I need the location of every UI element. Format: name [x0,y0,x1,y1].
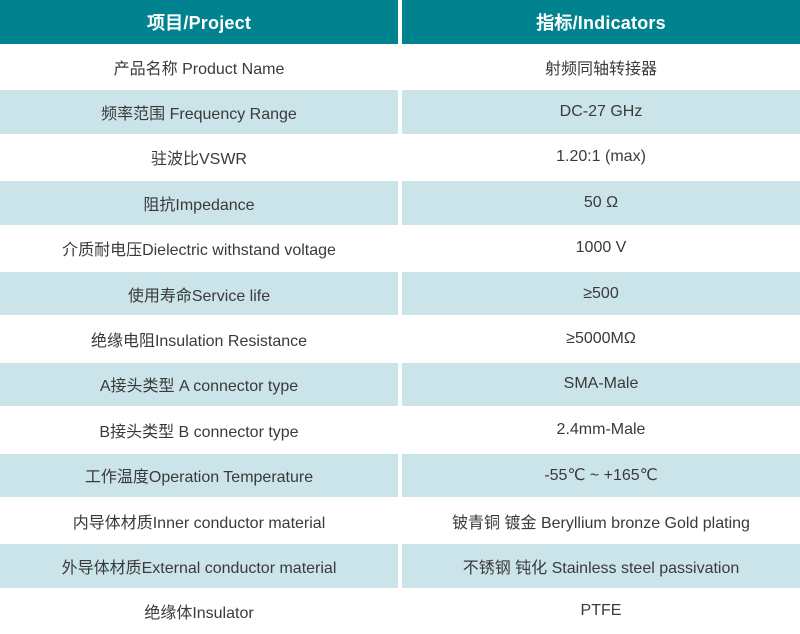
project-cell: 工作温度Operation Temperature [0,452,398,498]
indicator-cell: ≥500 [402,270,800,317]
table-row: 工作温度Operation Temperature -55℃ ~ +165℃ [0,452,800,498]
project-cell: 频率范围 Frequency Range [0,89,398,135]
header-cell-project: 项目/Project [0,0,398,44]
project-cell: 内导体材质Inner conductor material [0,497,398,544]
project-cell: 绝缘体Insulator [0,588,398,634]
table-row: 内导体材质Inner conductor material 铍青铜 镀金 Ber… [0,497,800,544]
project-cell: 驻波比VSWR [0,134,398,181]
table-row: 产品名称 Product Name 射频同轴转接器 [0,44,800,90]
project-cell: 阻抗Impedance [0,180,398,226]
indicator-cell: DC-27 GHz [402,89,800,135]
table-row: 外导体材质External conductor material 不锈钢 钝化 … [0,543,800,589]
indicator-cell: 50 Ω [402,180,800,226]
indicator-cell: 铍青铜 镀金 Beryllium bronze Gold plating [402,497,800,544]
table-row: 介质耐电压Dielectric withstand voltage 1000 V [0,225,800,271]
indicator-cell: -55℃ ~ +165℃ [402,452,800,498]
project-cell: 产品名称 Product Name [0,44,398,90]
table-row: 绝缘电阻Insulation Resistance ≥5000MΩ [0,316,800,362]
project-cell: B接头类型 B connector type [0,407,398,453]
project-cell: 使用寿命Service life [0,270,398,317]
indicator-cell: 2.4mm-Male [402,407,800,453]
project-cell: A接头类型 A connector type [0,361,398,408]
indicator-cell: 1.20:1 (max) [402,134,800,181]
indicator-cell: PTFE [402,588,800,634]
project-cell: 介质耐电压Dielectric withstand voltage [0,225,398,271]
header-cell-indicators: 指标/Indicators [402,0,800,44]
indicator-cell: SMA-Male [402,361,800,408]
indicator-cell: 1000 V [402,225,800,271]
indicator-cell: 不锈钢 钝化 Stainless steel passivation [402,543,800,589]
project-cell: 外导体材质External conductor material [0,543,398,589]
table-row: 阻抗Impedance 50 Ω [0,180,800,226]
table-row: 频率范围 Frequency Range DC-27 GHz [0,89,800,135]
table-row: 绝缘体Insulator PTFE [0,588,800,634]
table-row: 驻波比VSWR 1.20:1 (max) [0,134,800,181]
table-header-row: 项目/Project 指标/Indicators [0,0,800,44]
project-cell: 绝缘电阻Insulation Resistance [0,316,398,362]
indicator-cell: 射频同轴转接器 [402,44,800,90]
table-row: 使用寿命Service life ≥500 [0,270,800,317]
table-row: A接头类型 A connector type SMA-Male [0,361,800,408]
table-row: B接头类型 B connector type 2.4mm-Male [0,407,800,453]
indicator-cell: ≥5000MΩ [402,316,800,362]
